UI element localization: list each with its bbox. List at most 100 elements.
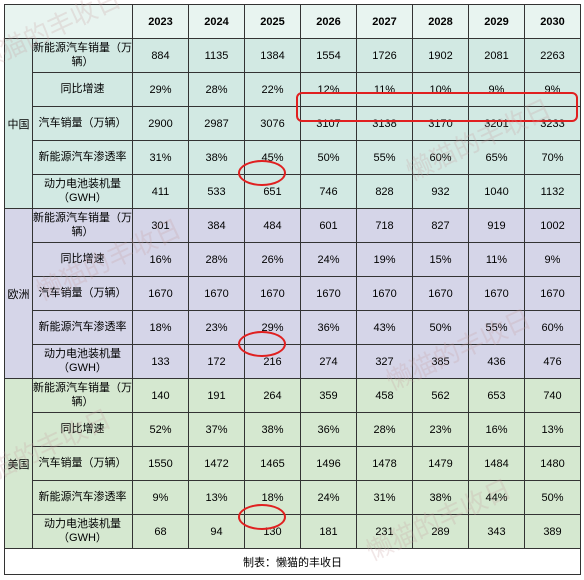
data-cell: 3138 <box>357 107 413 141</box>
data-cell: 1554 <box>301 39 357 73</box>
data-cell: 36% <box>301 413 357 447</box>
data-cell: 1670 <box>133 277 189 311</box>
data-cell: 828 <box>357 175 413 209</box>
table-row: 汽车销量（万辆）16701670167016701670167016701670 <box>5 277 581 311</box>
data-cell: 1670 <box>413 277 469 311</box>
data-cell: 60% <box>525 311 581 345</box>
data-cell: 601 <box>301 209 357 243</box>
data-cell: 2987 <box>189 107 245 141</box>
data-cell: 746 <box>301 175 357 209</box>
data-cell: 3076 <box>245 107 301 141</box>
data-cell: 23% <box>413 413 469 447</box>
data-cell: 1550 <box>133 447 189 481</box>
data-cell: 23% <box>189 311 245 345</box>
data-cell: 274 <box>301 345 357 379</box>
data-cell: 384 <box>189 209 245 243</box>
forecast-table: 2023 2024 2025 2026 2027 2028 2029 2030 … <box>4 4 581 575</box>
data-cell: 94 <box>189 515 245 549</box>
table-row: 美国新能源汽车销量（万辆）140191264359458562653740 <box>5 379 581 413</box>
data-cell: 389 <box>525 515 581 549</box>
year-header: 2027 <box>357 5 413 39</box>
data-cell: 50% <box>413 311 469 345</box>
year-header: 2024 <box>189 5 245 39</box>
data-cell: 562 <box>413 379 469 413</box>
data-cell: 55% <box>357 141 413 175</box>
data-cell: 15% <box>413 243 469 277</box>
data-cell: 1478 <box>357 447 413 481</box>
data-cell: 55% <box>469 311 525 345</box>
data-cell: 2081 <box>469 39 525 73</box>
data-cell: 50% <box>525 481 581 515</box>
data-cell: 16% <box>133 243 189 277</box>
data-cell: 68 <box>133 515 189 549</box>
data-cell: 1670 <box>301 277 357 311</box>
data-cell: 50% <box>301 141 357 175</box>
table-row: 新能源汽车渗透率31%38%45%50%55%60%65%70% <box>5 141 581 175</box>
data-cell: 36% <box>301 311 357 345</box>
data-cell: 24% <box>301 481 357 515</box>
data-cell: 9% <box>133 481 189 515</box>
metric-label: 动力电池装机量（GWH） <box>33 175 133 209</box>
data-cell: 31% <box>357 481 413 515</box>
data-cell: 22% <box>245 73 301 107</box>
footer-text: 制表：懒猫的丰收日 <box>5 549 581 575</box>
data-cell: 13% <box>189 481 245 515</box>
data-cell: 65% <box>469 141 525 175</box>
data-cell: 289 <box>413 515 469 549</box>
table-row: 欧洲新能源汽车销量（万辆）3013844846017188279191002 <box>5 209 581 243</box>
year-header: 2026 <box>301 5 357 39</box>
data-cell: 37% <box>189 413 245 447</box>
metric-label: 新能源汽车销量（万辆） <box>33 379 133 413</box>
data-cell: 130 <box>245 515 301 549</box>
metric-label: 汽车销量（万辆） <box>33 447 133 481</box>
data-cell: 476 <box>525 345 581 379</box>
data-cell: 827 <box>413 209 469 243</box>
data-cell: 18% <box>245 481 301 515</box>
data-cell: 1472 <box>189 447 245 481</box>
table-row: 动力电池装机量（GWH）133172216274327385436476 <box>5 345 581 379</box>
data-cell: 458 <box>357 379 413 413</box>
data-cell: 3170 <box>413 107 469 141</box>
metric-label: 同比增速 <box>33 243 133 277</box>
data-cell: 31% <box>133 141 189 175</box>
data-cell: 359 <box>301 379 357 413</box>
year-header: 2030 <box>525 5 581 39</box>
data-cell: 60% <box>413 141 469 175</box>
data-cell: 1484 <box>469 447 525 481</box>
table-row: 同比增速29%28%22%12%11%10%9%9% <box>5 73 581 107</box>
table-row: 新能源汽车渗透率18%23%29%36%43%50%55%60% <box>5 311 581 345</box>
data-cell: 718 <box>357 209 413 243</box>
data-cell: 9% <box>525 73 581 107</box>
data-cell: 301 <box>133 209 189 243</box>
data-cell: 1132 <box>525 175 581 209</box>
data-cell: 1670 <box>357 277 413 311</box>
header-row: 2023 2024 2025 2026 2027 2028 2029 2030 <box>5 5 581 39</box>
metric-label: 新能源汽车销量（万辆） <box>33 209 133 243</box>
data-cell: 181 <box>301 515 357 549</box>
data-cell: 343 <box>469 515 525 549</box>
data-cell: 16% <box>469 413 525 447</box>
data-cell: 45% <box>245 141 301 175</box>
data-cell: 11% <box>357 73 413 107</box>
data-cell: 29% <box>133 73 189 107</box>
data-cell: 1726 <box>357 39 413 73</box>
year-header: 2025 <box>245 5 301 39</box>
data-cell: 932 <box>413 175 469 209</box>
data-cell: 9% <box>469 73 525 107</box>
data-cell: 43% <box>357 311 413 345</box>
table-row: 汽车销量（万辆）15501472146514961478147914841480 <box>5 447 581 481</box>
data-cell: 3107 <box>301 107 357 141</box>
data-cell: 1670 <box>525 277 581 311</box>
table-row: 动力电池装机量（GWH）41153365174682893210401132 <box>5 175 581 209</box>
data-cell: 28% <box>189 73 245 107</box>
data-cell: 18% <box>133 311 189 345</box>
metric-label: 同比增速 <box>33 413 133 447</box>
data-cell: 44% <box>469 481 525 515</box>
year-header: 2029 <box>469 5 525 39</box>
metric-label: 动力电池装机量（GWH） <box>33 345 133 379</box>
data-cell: 26% <box>245 243 301 277</box>
data-cell: 436 <box>469 345 525 379</box>
data-cell: 29% <box>245 311 301 345</box>
footer-row: 制表：懒猫的丰收日 <box>5 549 581 575</box>
data-cell: 1040 <box>469 175 525 209</box>
